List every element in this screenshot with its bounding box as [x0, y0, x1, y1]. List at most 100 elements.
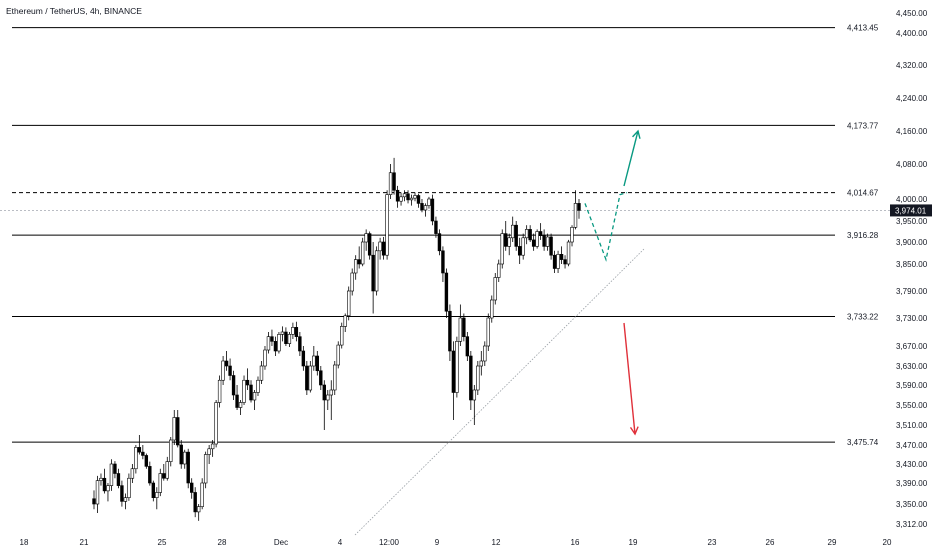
candle-body	[179, 444, 183, 465]
candle-body	[360, 241, 365, 265]
candle-body	[242, 379, 246, 403]
candle-body	[517, 246, 522, 256]
level-label: 4,173.77	[847, 121, 879, 130]
candle-body	[367, 233, 372, 256]
x-tick-label: 12	[492, 538, 501, 547]
level-label: 3,475.74	[847, 438, 879, 447]
candle-body	[465, 336, 470, 357]
candle-body	[430, 198, 435, 222]
level-label: 3,733.22	[847, 313, 879, 322]
level-label: 4,413.45	[847, 24, 879, 33]
y-tick-label: 3,590.00	[896, 381, 928, 390]
candle-body	[183, 451, 187, 465]
candle-body	[416, 195, 421, 204]
candle-body	[207, 448, 211, 455]
candle-body	[333, 364, 337, 391]
candle-body	[315, 355, 320, 372]
y-tick-label: 4,240.00	[896, 94, 928, 103]
candle-body	[381, 241, 386, 256]
candle-body	[563, 259, 567, 265]
x-tick-label: 23	[708, 538, 717, 547]
candle-body	[409, 197, 414, 201]
candle-body	[395, 189, 400, 202]
candle-body	[458, 317, 463, 342]
candle-body	[573, 203, 578, 228]
candle-body	[413, 195, 417, 199]
candle-body	[221, 360, 225, 381]
candle-body	[577, 203, 581, 211]
x-tick-label: 25	[158, 538, 167, 547]
candle-body	[106, 485, 110, 492]
candle-body	[210, 443, 215, 450]
candle-body	[451, 350, 456, 393]
y-tick-label: 3,312.00	[896, 520, 928, 529]
y-tick-label: 3,630.00	[896, 362, 928, 371]
candle-body	[322, 384, 326, 401]
candle-body	[469, 355, 473, 401]
candle-body	[116, 473, 121, 486]
candle-body	[455, 341, 459, 393]
y-tick-label: 4,400.00	[896, 29, 928, 38]
candle-body	[388, 172, 393, 195]
candle-body	[427, 198, 431, 206]
y-tick-label: 4,450.00	[896, 9, 928, 18]
y-tick-label: 3,430.00	[896, 460, 928, 469]
support-trendline	[354, 247, 646, 536]
y-tick-label: 4,000.00	[896, 195, 928, 204]
candle-body	[406, 193, 410, 201]
candle-body	[155, 492, 159, 499]
y-tick-label: 4,080.00	[896, 160, 928, 169]
y-tick-label: 3,550.00	[896, 401, 928, 410]
candle-body	[531, 239, 536, 247]
x-tick-label: 19	[629, 538, 638, 547]
candle-body	[514, 224, 518, 247]
candle-body	[231, 375, 236, 396]
y-tick-label: 3,350.00	[896, 500, 928, 509]
candle-body	[169, 439, 173, 462]
candle-body	[245, 379, 250, 386]
candle-body	[441, 250, 445, 274]
projected-path	[584, 192, 628, 262]
candle-body	[270, 336, 274, 342]
candle-body	[402, 193, 407, 198]
candle-body	[127, 477, 131, 499]
candle-body	[500, 233, 504, 265]
candle-body	[144, 455, 149, 467]
candle-body	[280, 331, 285, 335]
candle-body	[137, 447, 142, 453]
candle-body	[305, 365, 309, 391]
candle-body	[423, 205, 428, 211]
candle-body	[291, 327, 295, 335]
candle-body	[189, 482, 194, 493]
candle-body	[556, 254, 560, 269]
candle-body	[472, 389, 477, 401]
x-tick-label: 16	[571, 538, 580, 547]
candle-body	[162, 473, 166, 479]
candle-body	[99, 477, 103, 481]
candle-body	[277, 334, 281, 352]
level-label: 3,916.28	[847, 231, 879, 240]
y-tick-label: 3,790.00	[896, 287, 928, 296]
candle-body	[252, 392, 257, 401]
y-tick-label: 3,670.00	[896, 342, 928, 351]
candle-body	[196, 506, 201, 513]
candle-body	[420, 203, 424, 211]
x-tick-label: 29	[828, 538, 837, 547]
candle-body	[312, 355, 316, 367]
candle-body	[259, 365, 264, 381]
x-tick-label: 20	[883, 538, 892, 547]
candle-body	[479, 360, 484, 367]
y-tick-label: 3,390.00	[896, 479, 928, 488]
candle-body	[151, 482, 156, 498]
candle-body	[486, 317, 490, 347]
candle-body	[266, 336, 271, 351]
candle-body	[113, 463, 117, 474]
candle-body	[130, 468, 135, 479]
y-tick-label: 3,510.00	[896, 421, 928, 430]
candle-body	[437, 233, 442, 252]
candle-body	[298, 336, 302, 352]
candle-body	[214, 402, 218, 445]
y-tick-label: 3,730.00	[896, 314, 928, 323]
candle-body	[287, 334, 292, 344]
